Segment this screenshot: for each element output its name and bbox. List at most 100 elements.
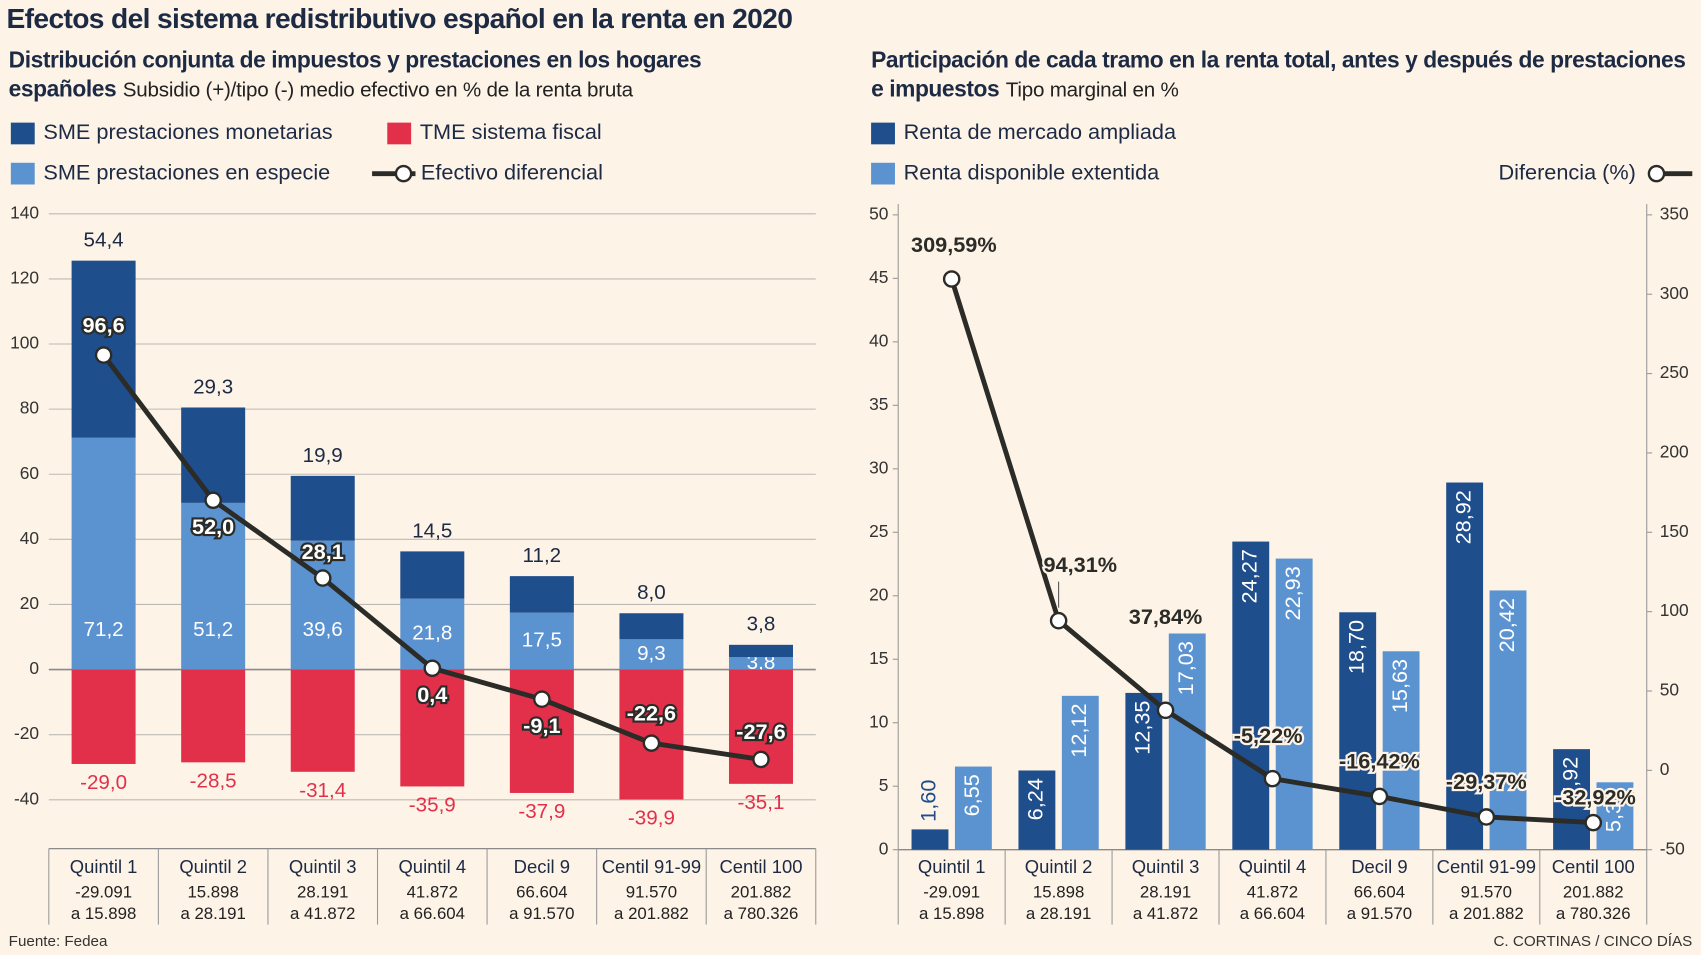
value-label: -28,5 xyxy=(190,769,237,792)
chart-subtitle: Subsidio (+)/tipo (-) medio efectivo en … xyxy=(122,79,633,103)
line-point xyxy=(533,690,551,708)
bar xyxy=(1232,541,1270,850)
x-tick-sublabel: 201.882 xyxy=(1563,883,1624,902)
line-value-label: -5,22% xyxy=(1234,723,1303,748)
bar-segment xyxy=(509,576,574,613)
value-label: 5,31 xyxy=(1601,790,1626,832)
bar-segment xyxy=(728,657,793,670)
value-label: 15,63 xyxy=(1387,659,1412,713)
value-label: 71,2 xyxy=(84,618,124,641)
y2-tick-label: 200 xyxy=(1660,442,1689,462)
value-label: 17,03 xyxy=(1173,641,1198,695)
bar-segment xyxy=(400,551,465,599)
y-tick-label: 50 xyxy=(869,203,888,223)
x-tick-sublabel: 28.191 xyxy=(1140,883,1191,902)
x-tick-sublabel: 91.570 xyxy=(1461,883,1512,902)
source: Fuente: Fedea xyxy=(9,933,108,950)
value-label: 29,3 xyxy=(193,375,233,398)
x-tick-sublabel: 91.570 xyxy=(626,883,677,902)
value-label: 11,2 xyxy=(523,544,562,567)
bar-segment xyxy=(400,598,465,670)
bar-segment xyxy=(509,669,574,793)
y2-tick-label: 0 xyxy=(1660,759,1670,779)
y-tick-label: 120 xyxy=(10,267,39,287)
value-label: 1,60 xyxy=(916,780,941,822)
line-value-label: -32,92% xyxy=(1555,784,1636,809)
x-tick-label: Centil 91-99 xyxy=(602,856,701,877)
value-label: 6,55 xyxy=(959,774,984,816)
y-tick-label: 40 xyxy=(20,528,39,548)
line-point xyxy=(1049,611,1068,630)
value-label: 18,70 xyxy=(1343,620,1368,674)
value-label: 24,27 xyxy=(1237,549,1262,603)
x-tick-sublabel: a 41.872 xyxy=(1133,904,1198,923)
line-value-label: 28,1 xyxy=(302,539,344,564)
line-value-label: -27,6 xyxy=(736,719,785,744)
bar xyxy=(911,829,949,850)
bar-segment xyxy=(509,612,574,670)
value-label: -35,1 xyxy=(737,791,784,814)
x-tick-sublabel: 28.191 xyxy=(297,883,348,902)
bar xyxy=(1018,770,1056,850)
y-tick-label: 20 xyxy=(869,584,888,604)
bar xyxy=(1382,651,1420,850)
bar xyxy=(1168,633,1206,850)
bar-segment xyxy=(181,669,246,763)
y-tick-label: 0 xyxy=(29,658,39,678)
credit: C. CORTINAS / CINCO DÍAS xyxy=(1493,933,1692,950)
value-label: 12,35 xyxy=(1130,701,1155,755)
line-value-label: -16,42% xyxy=(1339,749,1420,774)
value-label: 6,24 xyxy=(1023,778,1048,820)
y2-tick-label: 250 xyxy=(1660,362,1689,382)
value-label: 14,5 xyxy=(412,519,452,542)
y-tick-label: -20 xyxy=(14,723,39,743)
line-point xyxy=(1263,769,1282,788)
page-title: Efectos del sistema redistributivo españ… xyxy=(6,2,793,35)
legend-swatch xyxy=(871,162,895,185)
legend-label: TME sistema fiscal xyxy=(420,119,602,144)
y-tick-label: 10 xyxy=(869,711,888,731)
legend-label: Efectivo diferencial xyxy=(421,159,603,184)
x-tick-sublabel: a 201.882 xyxy=(614,904,689,923)
y-tick-label: 100 xyxy=(10,333,39,353)
bar-segment xyxy=(290,475,355,541)
line-point xyxy=(642,734,661,752)
y-tick-label: 20 xyxy=(20,593,39,613)
legend-label: Renta disponible extentida xyxy=(904,159,1161,184)
x-tick-label: Quintil 3 xyxy=(1132,856,1200,877)
line-point xyxy=(1370,787,1389,806)
y2-tick-label: 150 xyxy=(1660,521,1689,541)
value-label: 22,93 xyxy=(1280,566,1305,620)
y2-tick-label: 300 xyxy=(1660,283,1689,303)
line-point xyxy=(1156,701,1175,720)
x-tick-label: Quintil 2 xyxy=(179,856,247,877)
value-label: 9,3 xyxy=(637,642,666,665)
value-label: 12,12 xyxy=(1066,703,1091,757)
x-tick-label: Quintil 4 xyxy=(1239,856,1307,877)
line-value-label: 94,31% xyxy=(1044,552,1118,577)
chart-header: Participación de cada tramo en la renta … xyxy=(871,46,1695,106)
legend-swatch xyxy=(10,162,35,185)
legend-marker xyxy=(1647,164,1666,183)
bar xyxy=(1061,695,1099,850)
value-label: 39,6 xyxy=(303,618,343,641)
value-label: 19,9 xyxy=(303,444,343,467)
bar-segment xyxy=(181,502,246,670)
line-point xyxy=(313,569,332,587)
bar xyxy=(1596,782,1634,850)
value-label: 28,92 xyxy=(1450,490,1475,544)
line-value-label: -29,37% xyxy=(1446,769,1527,794)
line-point xyxy=(423,659,442,678)
y-tick-label: 25 xyxy=(869,521,888,541)
bar xyxy=(954,766,992,850)
line-point xyxy=(204,491,222,510)
value-label: 7,92 xyxy=(1557,757,1582,799)
bar-segment xyxy=(728,644,793,658)
bar xyxy=(1275,558,1313,850)
bar xyxy=(1125,692,1163,850)
line-value-label: -9,1 xyxy=(523,713,560,738)
value-label: 17,5 xyxy=(522,629,562,652)
x-tick-label: Quintil 4 xyxy=(398,856,466,877)
